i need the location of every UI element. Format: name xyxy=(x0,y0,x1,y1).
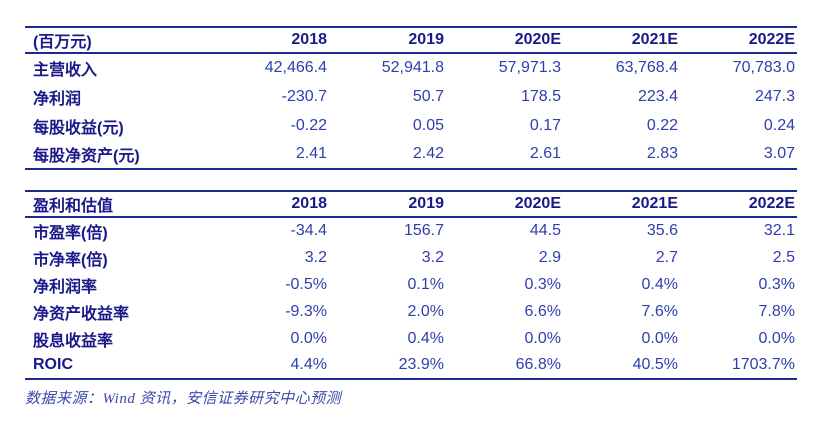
value-cell: 247.3 xyxy=(754,87,795,105)
value-cell: 2.42 xyxy=(412,145,444,162)
value-cell: 0.0% xyxy=(758,329,795,347)
year-header: 2020E xyxy=(446,27,563,54)
row-label: 市盈率(倍) xyxy=(33,225,108,242)
value-cell: 2.9 xyxy=(538,248,561,266)
table-row: 主营收入 42,466.4 52,941.8 57,971.3 63,768.4… xyxy=(25,53,797,82)
value-cell: 70,783.0 xyxy=(732,59,795,76)
value-cell: 0.0% xyxy=(524,329,561,347)
value-cell: 156.7 xyxy=(403,222,444,239)
value-cell: 1703.7% xyxy=(731,356,795,373)
value-cell: 23.9% xyxy=(398,356,444,373)
header-row: (百万元) 2018 2019 2020E 2021E 2022E xyxy=(25,27,797,54)
value-cell: 3.2 xyxy=(304,248,327,266)
value-cell: 0.22 xyxy=(646,116,678,134)
row-label: ROIC xyxy=(33,356,73,373)
unit-header: (百万元) xyxy=(25,27,212,54)
value-cell: 40.5% xyxy=(632,356,678,373)
value-cell: -0.5% xyxy=(285,275,327,293)
row-label: 主营收入 xyxy=(33,62,98,79)
value-cell: 0.24 xyxy=(763,116,795,134)
value-cell: 2.7 xyxy=(655,248,678,266)
value-cell: 3.2 xyxy=(421,248,444,266)
table-row: ROIC 4.4% 23.9% 66.8% 40.5% 1703.7% xyxy=(25,352,797,379)
header-row: 盈利和估值 2018 2019 2020E 2021E 2022E xyxy=(25,191,797,218)
value-cell: 223.4 xyxy=(637,87,678,105)
value-cell: 35.6 xyxy=(646,222,678,239)
value-cell: 2.5 xyxy=(772,248,795,266)
row-label: 股息收益率 xyxy=(33,332,114,350)
row-label: 市净率(倍) xyxy=(33,251,108,269)
year-header: 2022E xyxy=(680,191,797,218)
row-label: 净利润率 xyxy=(33,278,98,296)
year-header: 2018 xyxy=(212,191,329,218)
value-cell: 63,768.4 xyxy=(615,59,678,76)
value-cell: 50.7 xyxy=(412,87,444,105)
valuation-table: 盈利和估值 2018 2019 2020E 2021E 2022E 市盈率(倍)… xyxy=(25,190,797,380)
value-cell: -9.3% xyxy=(285,302,327,320)
value-cell: 3.07 xyxy=(763,145,795,162)
value-cell: 0.3% xyxy=(524,275,561,293)
row-label: 每股收益(元) xyxy=(33,119,124,137)
row-label: 净资产收益率 xyxy=(33,305,130,323)
year-header: 2021E xyxy=(563,191,680,218)
value-cell: 2.41 xyxy=(295,145,327,162)
value-cell: 2.61 xyxy=(529,145,561,162)
value-cell: -230.7 xyxy=(281,87,327,105)
value-cell: 44.5 xyxy=(529,222,561,239)
year-header: 2021E xyxy=(563,27,680,54)
value-cell: 7.6% xyxy=(641,302,678,320)
table-row: 每股收益(元) -0.22 0.05 0.17 0.22 0.24 xyxy=(25,111,797,140)
value-cell: 66.8% xyxy=(515,356,561,373)
value-cell: 6.6% xyxy=(524,302,561,320)
table-row: 市盈率(倍) -34.4 156.7 44.5 35.6 32.1 xyxy=(25,217,797,244)
value-cell: 42,466.4 xyxy=(264,59,327,76)
valuation-header: 盈利和估值 xyxy=(25,191,212,218)
value-cell: 0.17 xyxy=(529,116,561,134)
value-cell: 178.5 xyxy=(520,87,561,105)
year-header: 2022E xyxy=(680,27,797,54)
value-cell: 0.0% xyxy=(290,329,327,347)
value-cell: 0.4% xyxy=(641,275,678,293)
year-header: 2018 xyxy=(212,27,329,54)
data-source-note: 数据来源：Wind 资讯，安信证券研究中心预测 xyxy=(25,391,342,407)
value-cell: -0.22 xyxy=(290,116,327,134)
table-row: 每股净资产(元) 2.41 2.42 2.61 2.83 3.07 xyxy=(25,140,797,169)
table-spacer xyxy=(25,170,797,190)
year-header: 2020E xyxy=(446,191,563,218)
financial-forecast-table: (百万元) 2018 2019 2020E 2021E 2022E 主营收入 4… xyxy=(25,26,797,170)
value-cell: 0.3% xyxy=(758,275,795,293)
year-header: 2019 xyxy=(329,191,446,218)
value-cell: 2.83 xyxy=(646,145,678,162)
table-row: 净利润 -230.7 50.7 178.5 223.4 247.3 xyxy=(25,82,797,111)
year-header: 2019 xyxy=(329,27,446,54)
table-row: 市净率(倍) 3.2 3.2 2.9 2.7 2.5 xyxy=(25,244,797,271)
value-cell: 0.05 xyxy=(412,116,444,134)
value-cell: 57,971.3 xyxy=(498,59,561,76)
value-cell: 4.4% xyxy=(290,356,327,373)
table-row: 净资产收益率 -9.3% 2.0% 6.6% 7.6% 7.8% xyxy=(25,298,797,325)
row-label: 净利润 xyxy=(33,90,82,108)
value-cell: 2.0% xyxy=(407,302,444,320)
table-row: 股息收益率 0.0% 0.4% 0.0% 0.0% 0.0% xyxy=(25,325,797,352)
table-row: 净利润率 -0.5% 0.1% 0.3% 0.4% 0.3% xyxy=(25,271,797,298)
value-cell: 0.4% xyxy=(407,329,444,347)
value-cell: 0.1% xyxy=(407,275,444,293)
value-cell: 7.8% xyxy=(758,302,795,320)
value-cell: 32.1 xyxy=(763,222,795,239)
value-cell: 52,941.8 xyxy=(381,59,444,76)
row-label: 每股净资产(元) xyxy=(33,148,140,165)
value-cell: -34.4 xyxy=(290,222,327,239)
value-cell: 0.0% xyxy=(641,329,678,347)
